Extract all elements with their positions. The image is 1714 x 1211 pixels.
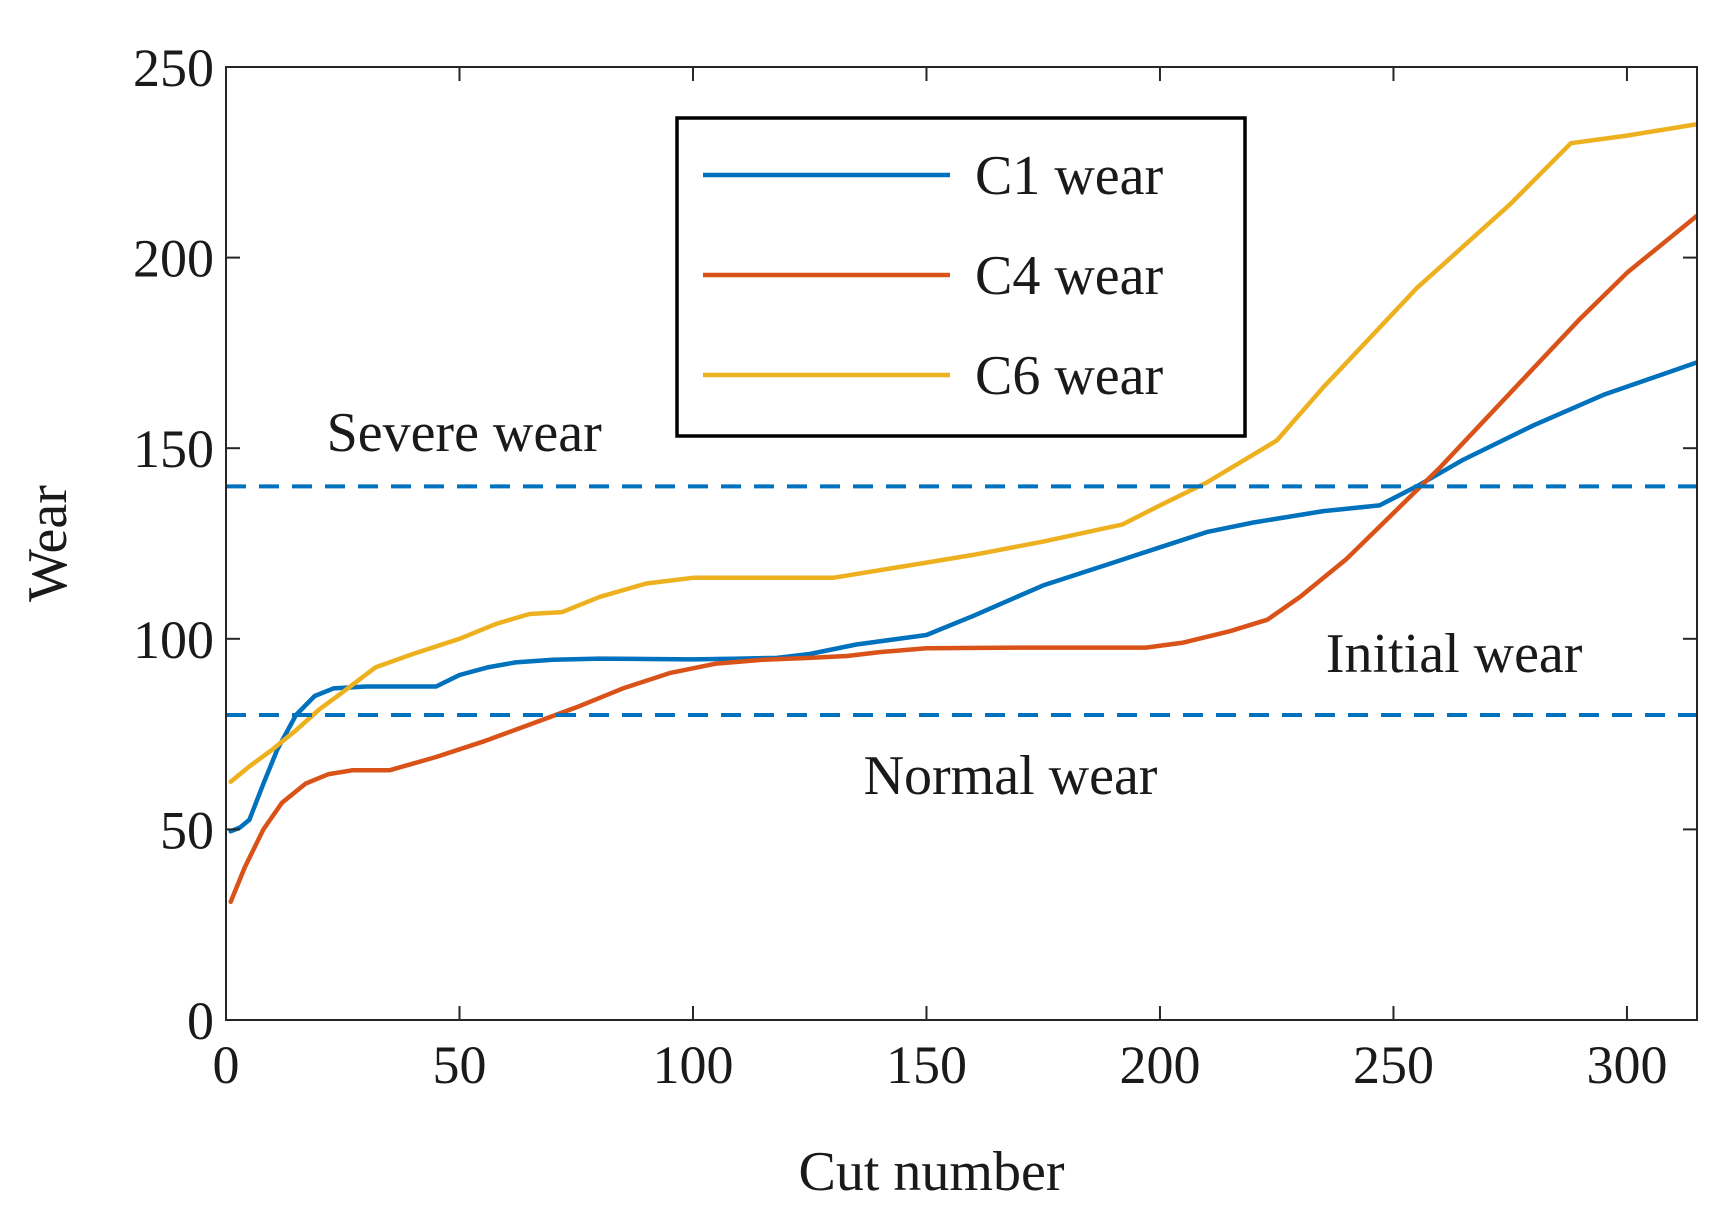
- y-tick-label: 100: [133, 610, 214, 670]
- series-line-c6-wear: [228, 121, 1697, 785]
- annotation-normal-wear: Normal wear: [864, 745, 1158, 807]
- series-layer: [228, 121, 1697, 905]
- reference-lines-layer: [226, 484, 1697, 718]
- x-tick-label: 150: [886, 1035, 967, 1095]
- x-tick-label: 0: [213, 1035, 240, 1095]
- x-axis-label: Cut number: [799, 1141, 1065, 1203]
- series-line-c4-wear: [228, 213, 1697, 905]
- legend-label-c4-wear: C4 wear: [975, 245, 1164, 307]
- x-tick-label: 100: [652, 1035, 733, 1095]
- x-tick-label: 200: [1119, 1035, 1200, 1095]
- y-tick-label: 250: [133, 38, 214, 98]
- y-tick-label: 0: [187, 991, 214, 1051]
- annotation-severe-wear: Severe wear: [327, 402, 603, 464]
- series-line-c1-wear: [228, 360, 1697, 834]
- legend-label-c6-wear: C6 wear: [975, 345, 1164, 407]
- y-axis-label: Wear: [17, 485, 79, 602]
- y-tick-label: 200: [133, 229, 214, 289]
- x-tick-label: 50: [432, 1035, 486, 1095]
- annotations-layer: Severe wear Initial wear Normal wear: [327, 402, 1583, 807]
- y-tick-label: 150: [133, 419, 214, 479]
- legend-label-c1-wear: C1 wear: [975, 145, 1164, 207]
- x-tick-label: 300: [1586, 1035, 1667, 1095]
- legend: C1 wear C4 wear C6 wear: [675, 116, 1247, 438]
- axes-layer: 0 50 100 150 200 250 300 0 50 100 150 200 250 Cut num…: [17, 38, 1698, 1203]
- y-tick-label: 50: [160, 800, 214, 860]
- plot-frame: [225, 66, 1698, 1021]
- annotation-initial-wear: Initial wear: [1326, 623, 1583, 685]
- x-tick-label: 250: [1353, 1035, 1434, 1095]
